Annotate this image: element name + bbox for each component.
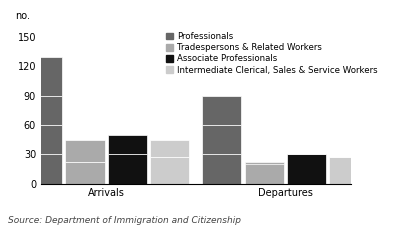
Legend: Professionals, Tradespersons & Related Workers, Associate Professionals, Interme: Professionals, Tradespersons & Related W…: [163, 29, 381, 78]
Bar: [202, 125, 241, 154]
Bar: [108, 135, 147, 154]
Bar: [150, 157, 189, 183]
Bar: [202, 96, 241, 125]
Bar: [202, 154, 241, 183]
Bar: [287, 154, 326, 183]
Bar: [23, 57, 62, 96]
Bar: [245, 162, 284, 164]
Bar: [245, 162, 284, 183]
Y-axis label: no.: no.: [15, 11, 30, 21]
Bar: [66, 140, 104, 162]
Bar: [23, 125, 62, 154]
Bar: [23, 96, 62, 125]
Bar: [330, 157, 368, 183]
Bar: [66, 162, 104, 183]
Text: Source: Department of Immigration and Citizenship: Source: Department of Immigration and Ci…: [8, 216, 241, 225]
Bar: [150, 140, 189, 157]
Bar: [23, 154, 62, 183]
Bar: [108, 154, 147, 183]
